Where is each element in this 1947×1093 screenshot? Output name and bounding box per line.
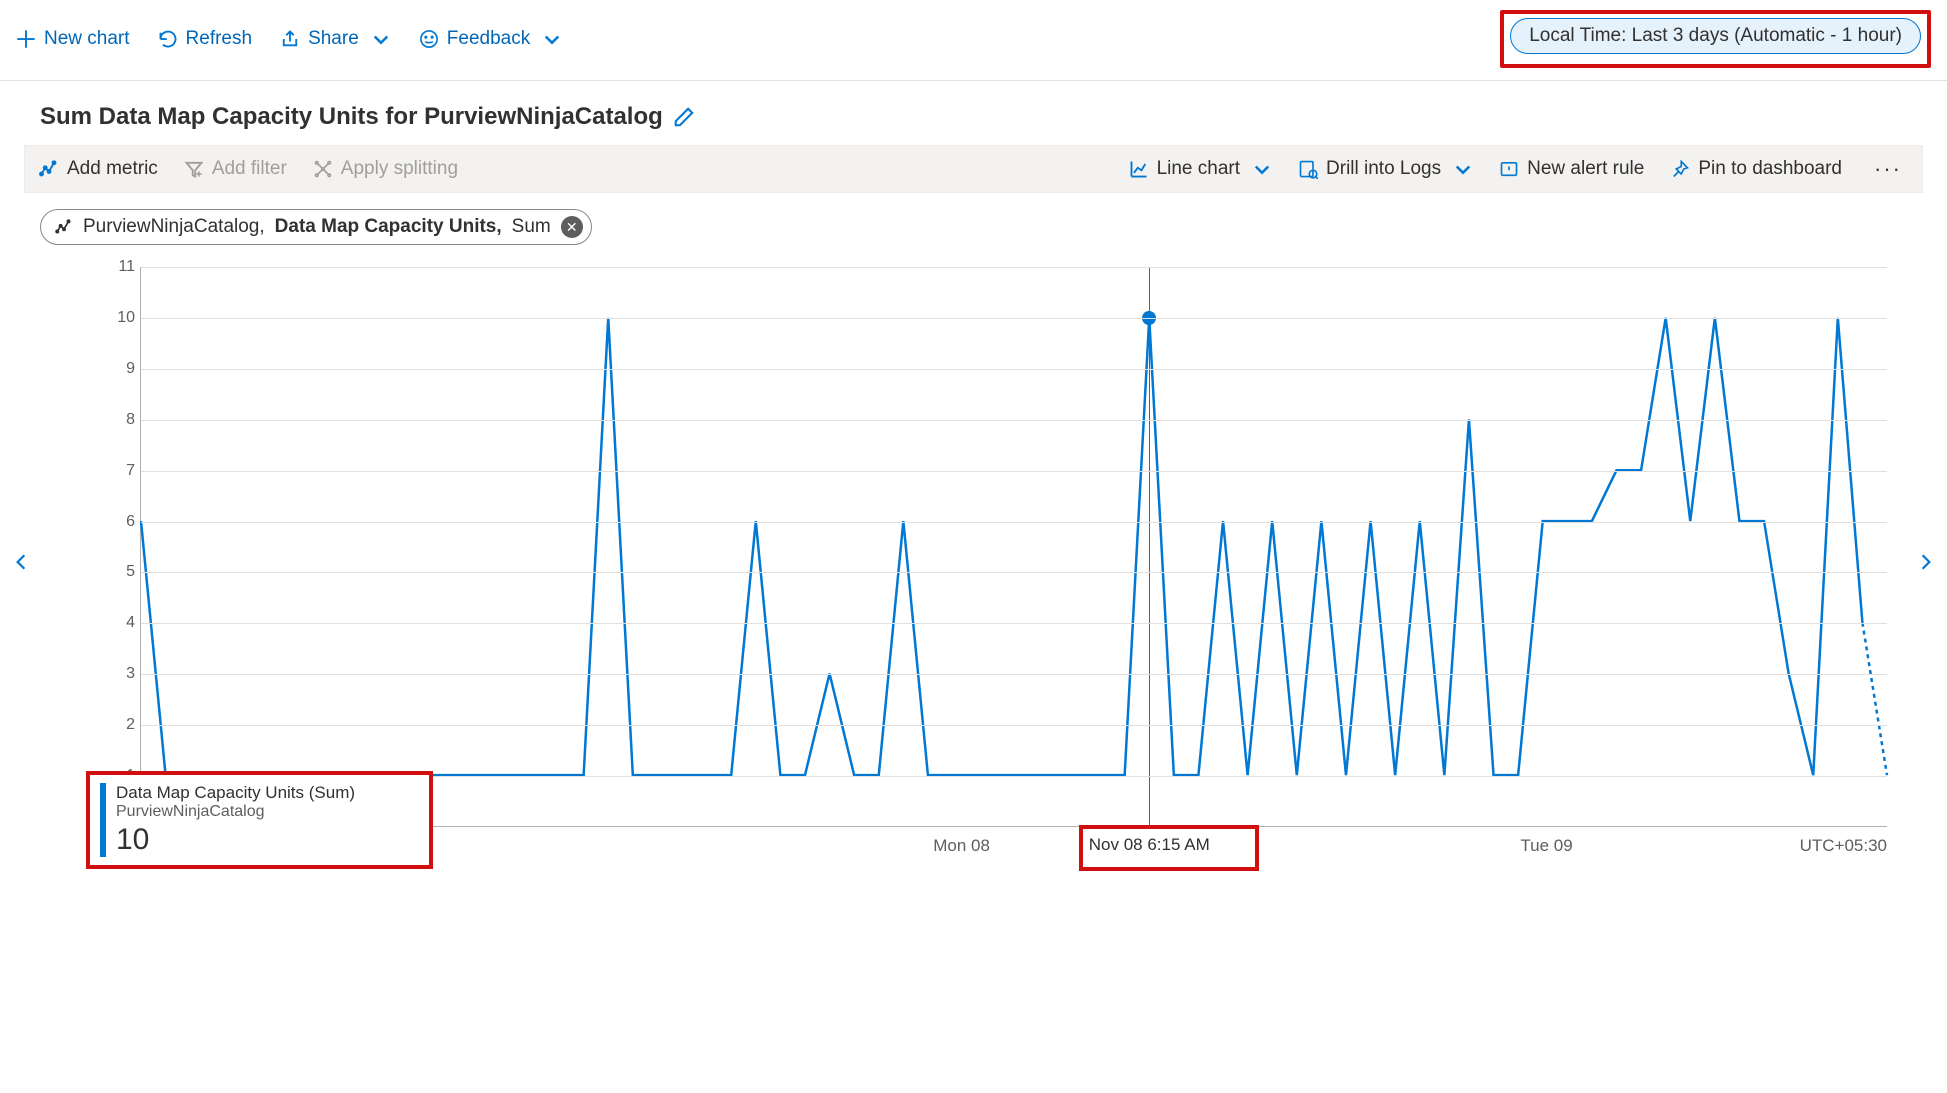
refresh-label: Refresh	[186, 28, 253, 50]
legend-card[interactable]: Data Map Capacity Units (Sum) PurviewNin…	[100, 783, 355, 857]
gridline	[141, 725, 1887, 726]
add-metric-label: Add metric	[67, 158, 158, 180]
chart-utc-label: UTC+05:30	[1800, 836, 1887, 856]
share-button[interactable]: Share	[280, 28, 391, 50]
add-metric-button[interactable]: Add metric	[39, 158, 158, 180]
action-bar-right: Line chart Drill into Logs New alert rul…	[1129, 156, 1908, 182]
y-axis-tick: 9	[107, 360, 135, 378]
time-range-highlight: Local Time: Last 3 days (Automatic - 1 h…	[1500, 10, 1931, 68]
chip-metric: Data Map Capacity Units,	[275, 216, 502, 238]
new-chart-label: New chart	[44, 28, 130, 50]
new-chart-button[interactable]: New chart	[16, 28, 130, 50]
pin-dashboard-label: Pin to dashboard	[1698, 158, 1842, 180]
y-axis-tick: 4	[107, 614, 135, 632]
chevron-down-icon	[1252, 159, 1272, 179]
y-axis-tick: 10	[107, 309, 135, 327]
apply-splitting-button[interactable]: Apply splitting	[313, 158, 458, 180]
chart-action-bar: Add metric Add filter Apply splitting Li…	[24, 145, 1923, 193]
legend-title: Data Map Capacity Units (Sum)	[116, 783, 355, 803]
filter-icon	[184, 159, 204, 179]
line-chart-icon	[1129, 159, 1149, 179]
y-axis-tick: 8	[107, 411, 135, 429]
refresh-button[interactable]: Refresh	[158, 28, 253, 50]
chip-aggregation: Sum	[512, 216, 551, 238]
chip-remove-button[interactable]: ✕	[561, 216, 583, 238]
gridline	[141, 369, 1887, 370]
plus-icon	[16, 29, 36, 49]
metric-icon	[39, 159, 59, 179]
new-alert-label: New alert rule	[1527, 158, 1644, 180]
gridline	[141, 522, 1887, 523]
chevron-down-icon	[1453, 159, 1473, 179]
top-toolbar: New chart Refresh Share Feedback Local T…	[0, 0, 1947, 81]
metric-chip-row: PurviewNinjaCatalog, Data Map Capacity U…	[0, 193, 1947, 253]
toolbar-left-group: New chart Refresh Share Feedback	[16, 28, 562, 50]
y-axis-tick: 5	[107, 563, 135, 581]
y-axis-tick: 7	[107, 462, 135, 480]
feedback-button[interactable]: Feedback	[419, 28, 562, 50]
chart-type-button[interactable]: Line chart	[1129, 158, 1272, 180]
legend-subtitle: PurviewNinjaCatalog	[116, 803, 355, 821]
apply-splitting-label: Apply splitting	[341, 158, 458, 180]
chart-title-row: Sum Data Map Capacity Units for PurviewN…	[0, 81, 1947, 145]
time-range-label: Local Time: Last 3 days (Automatic - 1 h…	[1529, 25, 1902, 46]
gridline	[141, 674, 1887, 675]
legend-value: 10	[116, 823, 355, 857]
gridline	[141, 471, 1887, 472]
y-axis-tick: 3	[107, 665, 135, 683]
feedback-label: Feedback	[447, 28, 530, 50]
logs-icon	[1298, 159, 1318, 179]
add-filter-button[interactable]: Add filter	[184, 158, 287, 180]
chevron-down-icon	[542, 29, 562, 49]
chart-container: Nov 08 6:15 AM UTC+05:30 01234567891011N…	[24, 267, 1923, 877]
metric-chip-icon	[55, 218, 73, 236]
drill-logs-button[interactable]: Drill into Logs	[1298, 158, 1473, 180]
share-label: Share	[308, 28, 359, 50]
edit-icon[interactable]	[673, 106, 695, 128]
chevron-down-icon	[371, 29, 391, 49]
chart-title: Sum Data Map Capacity Units for PurviewN…	[40, 103, 663, 131]
x-axis-tick: Mon 08	[933, 836, 990, 856]
chart-series	[141, 267, 1887, 826]
action-bar-left: Add metric Add filter Apply splitting	[39, 158, 458, 180]
gridline	[141, 572, 1887, 573]
gridline	[141, 267, 1887, 268]
pin-icon	[1670, 159, 1690, 179]
drill-logs-label: Drill into Logs	[1326, 158, 1441, 180]
gridline	[141, 318, 1887, 319]
x-axis-tick: Tue 09	[1520, 836, 1572, 856]
chart-type-label: Line chart	[1157, 158, 1240, 180]
y-axis-tick: 6	[107, 513, 135, 531]
chart-hover-label: Nov 08 6:15 AM	[1085, 833, 1214, 857]
y-axis-tick: 2	[107, 716, 135, 734]
gridline	[141, 420, 1887, 421]
ellipsis-icon: ···	[1874, 156, 1902, 182]
alert-icon	[1499, 159, 1519, 179]
split-icon	[313, 159, 333, 179]
legend-highlight: Data Map Capacity Units (Sum) PurviewNin…	[86, 771, 433, 869]
y-axis-tick: 11	[107, 258, 135, 276]
chart-next-button[interactable]	[1911, 547, 1941, 586]
refresh-icon	[158, 29, 178, 49]
new-alert-button[interactable]: New alert rule	[1499, 158, 1644, 180]
time-range-selector[interactable]: Local Time: Last 3 days (Automatic - 1 h…	[1510, 18, 1921, 54]
more-actions-button[interactable]: ···	[1868, 156, 1908, 182]
smile-icon	[419, 29, 439, 49]
chip-resource: PurviewNinjaCatalog,	[83, 216, 265, 238]
share-icon	[280, 29, 300, 49]
gridline	[141, 623, 1887, 624]
chart-hover-line	[1149, 267, 1150, 826]
chart-prev-button[interactable]	[6, 547, 36, 586]
metric-chip[interactable]: PurviewNinjaCatalog, Data Map Capacity U…	[40, 209, 592, 245]
pin-dashboard-button[interactable]: Pin to dashboard	[1670, 158, 1842, 180]
add-filter-label: Add filter	[212, 158, 287, 180]
